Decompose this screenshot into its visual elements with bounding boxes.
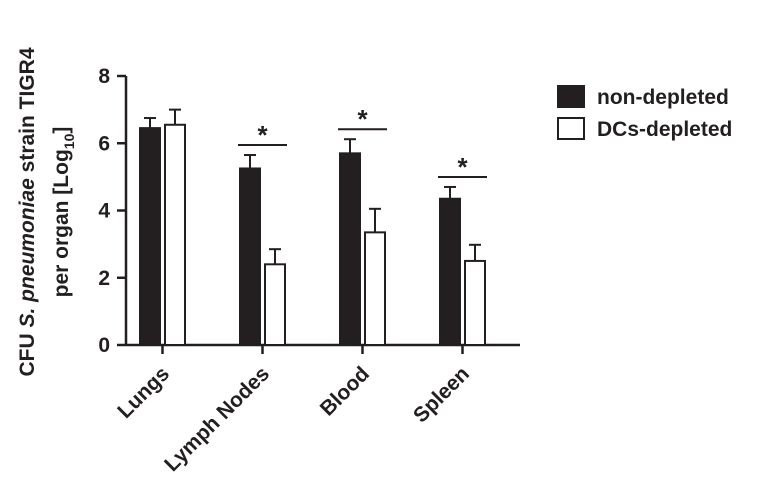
significance-star: * (357, 104, 368, 134)
legend-label: DCs-depleted (597, 118, 732, 141)
bar (139, 127, 161, 346)
x-tick-label: Blood (316, 362, 374, 420)
y-axis-title: CFU S. pneumoniae strain TIGR4 per organ… (16, 47, 77, 376)
legend-swatch (557, 85, 585, 108)
y-axis-title-line1: CFU S. pneumoniae strain TIGR4 (16, 47, 39, 376)
legend-label: non-depleted (597, 86, 729, 109)
x-tick-label: Lymph Nodes (160, 362, 274, 476)
y-tick-label: 6 (98, 132, 110, 155)
y-tick-label: 0 (98, 334, 110, 357)
significance-star: * (257, 120, 268, 150)
bar (339, 152, 361, 346)
bar (364, 231, 386, 346)
legend-swatch (557, 117, 585, 140)
bars (139, 108, 486, 346)
bar (239, 167, 261, 346)
legend: non-depleted DCs-depleted (557, 85, 732, 141)
bar (439, 197, 461, 346)
y-tick-label: 8 (98, 65, 110, 88)
bar (464, 259, 486, 346)
x-tick-label: Spleen (409, 362, 474, 427)
significance-star: * (457, 152, 468, 182)
axes: 0 2 4 6 8 (98, 65, 520, 357)
y-axis-title-line2: per organ [Log10] (50, 127, 77, 298)
y-tick-label: 4 (98, 200, 110, 223)
bar (164, 123, 186, 346)
significance-markers: * * * (238, 104, 487, 182)
x-tick-label: Lungs (113, 362, 174, 423)
y-tick-label: 2 (98, 267, 110, 290)
bar (264, 263, 286, 346)
